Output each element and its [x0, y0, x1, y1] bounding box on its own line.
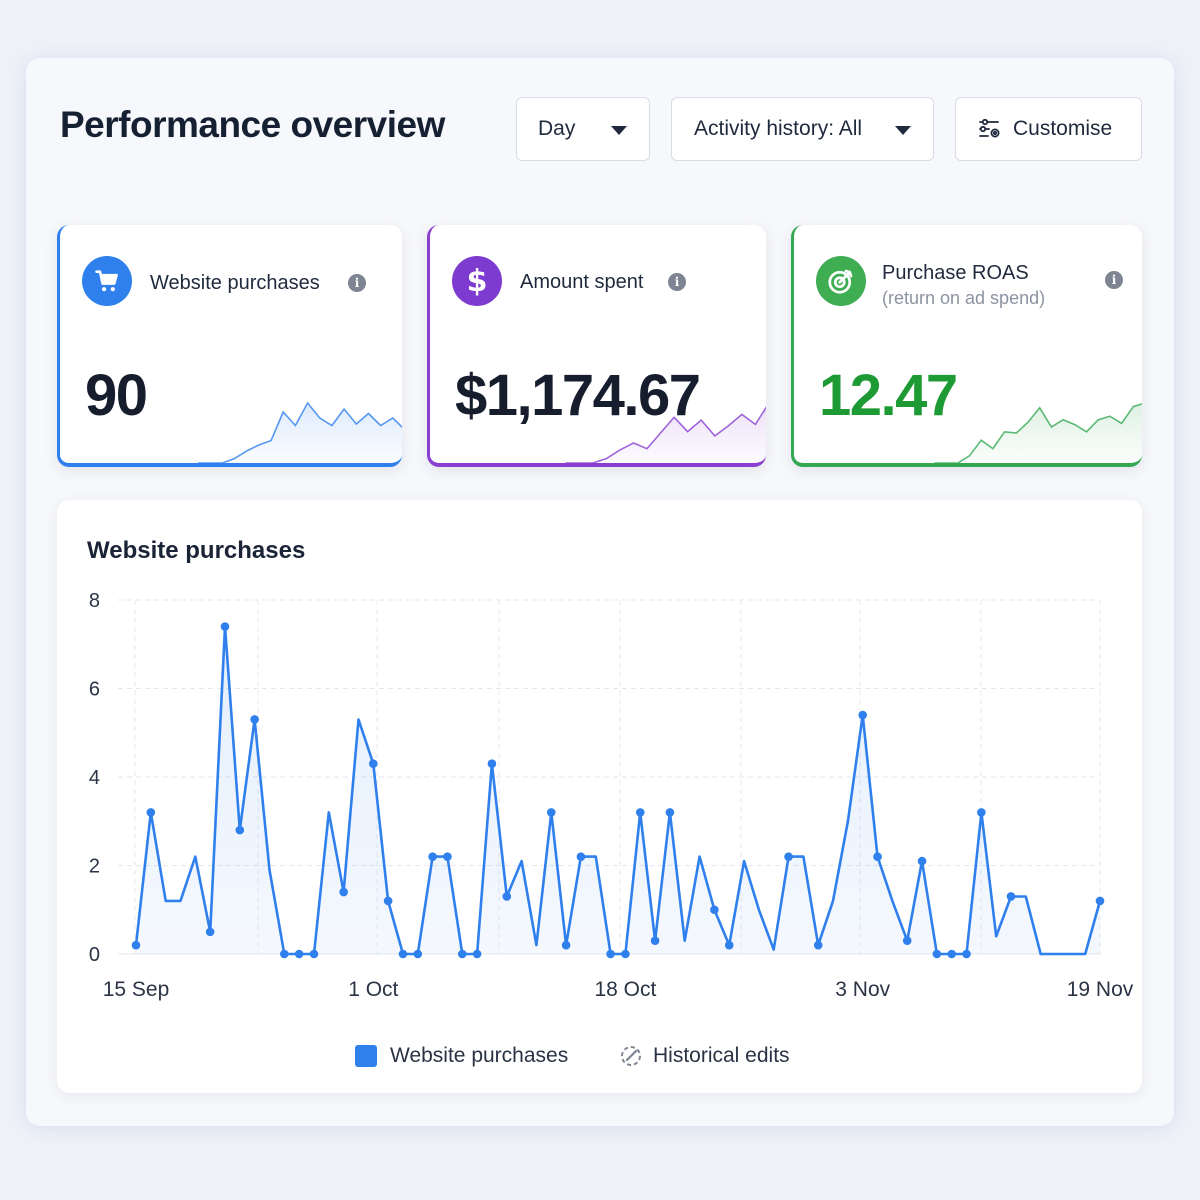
sparkline-line: [565, 406, 766, 463]
sparkline: [198, 401, 402, 463]
y-tick-label: 6: [89, 679, 100, 701]
data-point: [813, 940, 823, 950]
chart-legend: Website purchases Historical edits: [0, 1040, 1200, 1072]
info-icon[interactable]: i: [1105, 271, 1123, 289]
data-point: [205, 927, 215, 937]
y-tick-label: 2: [89, 856, 100, 878]
data-point: [339, 887, 348, 897]
sparkline: [934, 403, 1142, 463]
chevron-down-icon: [611, 126, 627, 135]
sparkline: [565, 406, 766, 463]
metric-card-website-purchases[interactable]: Website purchases i 90: [57, 225, 402, 467]
data-point: [472, 949, 482, 959]
series-line-website-purchases: [134, 625, 1102, 956]
data-point: [932, 949, 942, 959]
legend-item-historical-edits[interactable]: Historical edits: [619, 1044, 790, 1068]
x-tick-label: 3 Nov: [835, 978, 890, 1001]
metric-card-purchase-roas[interactable]: Purchase ROAS (return on ad spend) i 12.…: [791, 225, 1142, 467]
sparkline-line: [198, 401, 402, 463]
data-point: [368, 759, 378, 769]
data-point: [977, 808, 986, 817]
settings-sliders-icon: [979, 118, 1000, 138]
data-point: [250, 715, 259, 724]
customise-button[interactable]: Customise: [955, 97, 1142, 161]
data-point: [1095, 896, 1105, 906]
data-point: [650, 936, 660, 946]
data-point: [220, 622, 230, 631]
data-point: [443, 852, 452, 861]
data-point: [561, 940, 571, 950]
data-point: [294, 949, 304, 959]
info-icon[interactable]: i: [668, 273, 686, 291]
activity-history-label: Activity history: All: [694, 117, 863, 140]
day-dropdown-label: Day: [538, 117, 576, 140]
data-point: [947, 949, 956, 959]
data-point: [606, 949, 615, 959]
sparkline-area: [565, 407, 766, 463]
data-point: [962, 949, 971, 959]
page-title: Performance overview: [60, 104, 445, 145]
data-point: [621, 949, 630, 959]
data-point: [635, 808, 645, 817]
data-point: [457, 949, 467, 959]
legend-label: Website purchases: [390, 1044, 569, 1067]
data-point: [502, 892, 512, 901]
x-tick-label: 19 Nov: [1067, 978, 1134, 1001]
data-point: [917, 856, 927, 866]
metric-value: $1,174.67: [455, 363, 701, 428]
x-tick-label: 15 Sep: [103, 978, 170, 1001]
data-point: [131, 940, 141, 950]
line-chart: 0 2 4 6 8 15 Sep 1 Oct 18 Oct 3 Nov 19 Nov: [89, 590, 1134, 1001]
info-icon[interactable]: i: [348, 274, 366, 292]
metric-card-amount-spent[interactable]: $ Amount spent i $1,174.67: [427, 225, 766, 467]
data-point: [280, 949, 289, 959]
data-point: [724, 940, 734, 950]
data-point: [902, 936, 912, 946]
y-tick-label: 4: [89, 767, 100, 789]
data-point: [309, 949, 319, 959]
legend-item-website-purchases[interactable]: Website purchases: [355, 1044, 568, 1068]
data-point: [873, 852, 882, 861]
dollar-icon: $: [452, 256, 502, 306]
x-tick-label: 18 Oct: [594, 978, 656, 1001]
day-dropdown[interactable]: Day: [516, 97, 650, 161]
legend-swatch: [355, 1045, 377, 1067]
customise-label: Customise: [1013, 117, 1113, 140]
metric-label: Amount spent: [520, 271, 644, 293]
data-point: [146, 808, 156, 817]
data-point: [413, 949, 423, 959]
data-point: [1006, 892, 1016, 901]
target-icon: [816, 256, 866, 306]
data-point: [858, 710, 868, 720]
data-point: [710, 905, 719, 915]
chart-title: Website purchases: [87, 537, 306, 564]
sparkline-area: [934, 403, 1142, 463]
sparkline-line: [934, 403, 1142, 463]
legend-label: Historical edits: [653, 1044, 790, 1067]
data-point: [576, 852, 586, 861]
data-point: [546, 808, 556, 817]
chevron-down-icon: [895, 126, 911, 135]
y-tick-label: 8: [89, 590, 100, 612]
y-tick-label: 0: [89, 944, 100, 966]
shopping-cart-icon: [82, 256, 132, 306]
data-point: [398, 949, 408, 959]
series-area: [136, 626, 1100, 954]
historical-edits-icon: [621, 1046, 641, 1066]
data-point: [428, 852, 437, 861]
activity-history-dropdown[interactable]: Activity history: All: [671, 97, 934, 161]
metric-value: 12.47: [819, 363, 958, 428]
data-point: [487, 759, 497, 769]
metric-sublabel: (return on ad spend): [882, 288, 1046, 308]
data-point: [383, 896, 393, 906]
x-tick-label: 1 Oct: [348, 978, 398, 1001]
data-point: [235, 825, 245, 835]
data-point: [665, 808, 675, 817]
data-point: [784, 852, 793, 861]
metric-value: 90: [85, 363, 148, 428]
metric-label: Website purchases: [150, 272, 320, 294]
metric-label: Purchase ROAS: [882, 262, 1029, 284]
